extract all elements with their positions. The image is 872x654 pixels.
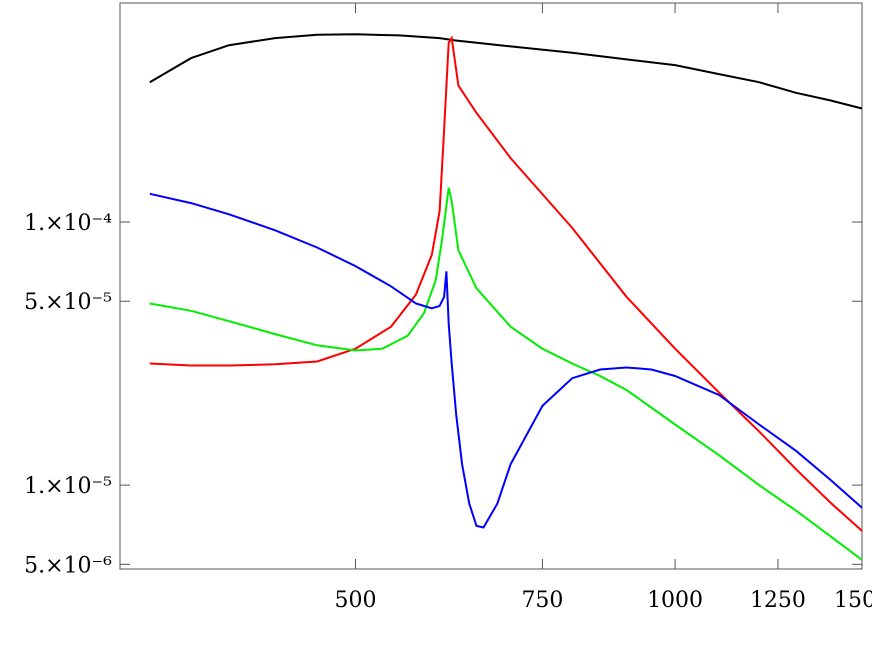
series-line-2	[149, 187, 863, 561]
x-tick-label: 750	[521, 588, 563, 613]
axis-tick-labels: 500 750 1000 1250 1500 1.×10⁻⁴ 5.×10⁻⁵ 1.×10⁻⁵ 5…	[24, 211, 872, 613]
y-tick-label: 1.×10⁻⁴	[24, 211, 112, 236]
series-group	[149, 33, 863, 561]
y-tick-label: 5.×10⁻⁶	[24, 553, 112, 578]
series-line-0	[149, 33, 863, 110]
x-tick-label: 1500	[834, 588, 872, 613]
y-tick-label: 1.×10⁻⁵	[24, 474, 112, 499]
axis-ticks	[120, 3, 863, 569]
x-tick-label: 500	[335, 588, 377, 613]
series-line-3	[149, 192, 863, 529]
series-line-1	[149, 35, 863, 532]
plot-frame	[119, 2, 863, 570]
y-tick-label: 5.×10⁻⁵	[24, 290, 112, 315]
x-tick-label: 1250	[750, 588, 806, 613]
x-tick-label: 1000	[647, 588, 703, 613]
